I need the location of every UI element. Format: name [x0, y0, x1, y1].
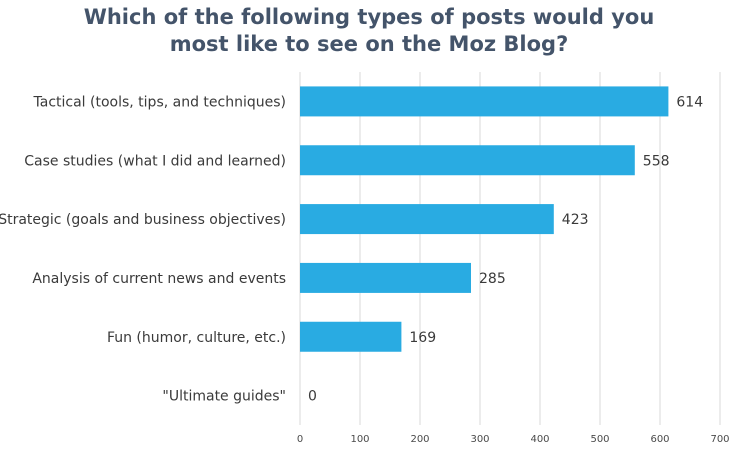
bar — [300, 204, 554, 235]
bar — [300, 145, 635, 176]
data-label: 614 — [676, 94, 703, 110]
x-tick-label: 600 — [650, 434, 669, 445]
x-tick-label: 200 — [410, 434, 429, 445]
gridlines — [299, 72, 721, 425]
x-tick-label: 500 — [590, 434, 609, 445]
bar — [300, 262, 471, 293]
chart-title: Which of the following types of posts wo… — [0, 4, 738, 58]
category-label: Fun (humor, culture, etc.) — [107, 330, 286, 346]
x-tick-label: 700 — [710, 434, 729, 445]
data-label: 0 — [308, 389, 317, 405]
category-label: Strategic (goals and business objectives… — [0, 212, 286, 228]
data-label: 423 — [562, 212, 589, 228]
category-label: Analysis of current news and events — [32, 271, 286, 287]
x-axis-ticks: 0 100 200 300 400 500 600 700 — [297, 434, 730, 445]
bars: Tactical (tools, tips, and techniques) 61… — [0, 86, 703, 405]
x-tick-label: 300 — [470, 434, 489, 445]
category-label: Case studies (what I did and learned) — [24, 153, 286, 169]
x-tick-label: 400 — [530, 434, 549, 445]
x-tick-label: 100 — [350, 434, 369, 445]
bar — [300, 86, 669, 117]
data-label: 558 — [643, 153, 670, 169]
data-label: 285 — [479, 271, 506, 287]
chart-title-line-2: most like to see on the Moz Blog? — [169, 32, 569, 56]
chart-title-line-1: Which of the following types of posts wo… — [83, 5, 655, 29]
category-label: "Ultimate guides" — [162, 389, 286, 405]
bar — [300, 321, 402, 352]
category-label: Tactical (tools, tips, and techniques) — [33, 94, 287, 110]
data-label: 169 — [409, 330, 436, 346]
x-tick-label: 0 — [297, 434, 303, 445]
